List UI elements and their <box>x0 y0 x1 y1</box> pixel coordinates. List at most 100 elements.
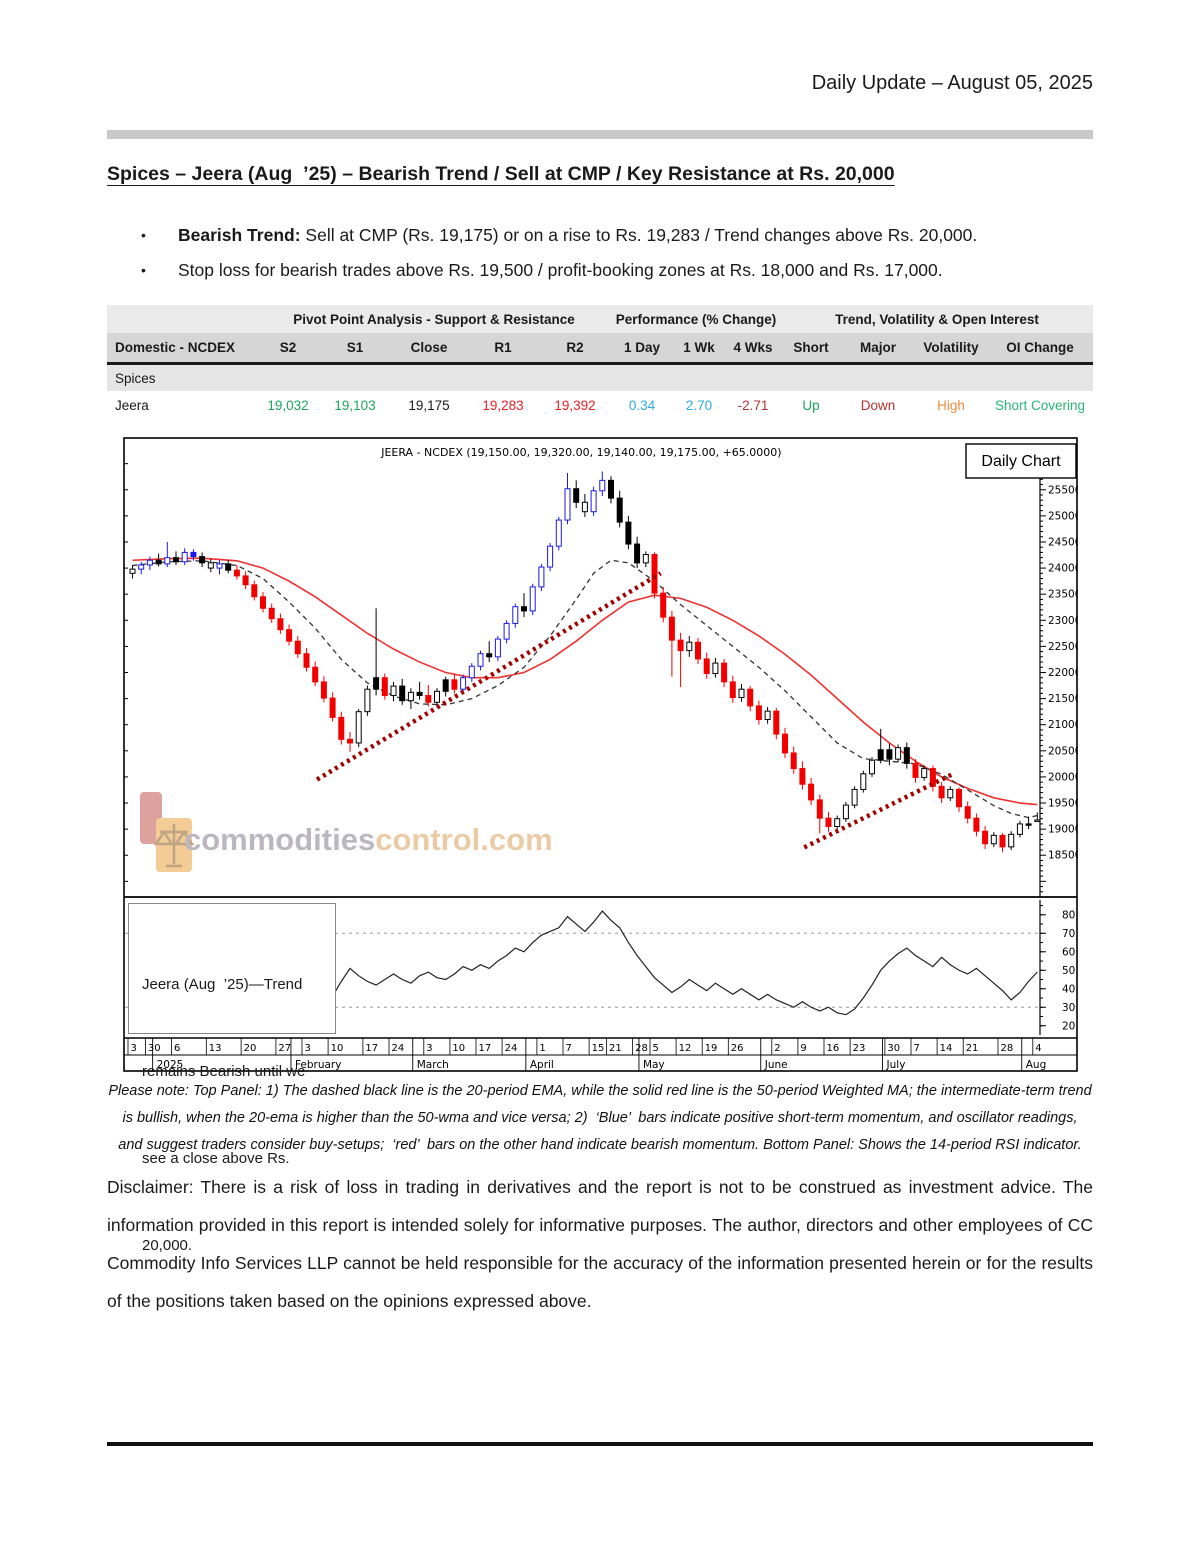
summary-bullets: • Bearish Trend: Sell at CMP (Rs. 19,175)… <box>107 218 1093 288</box>
svg-text:7: 7 <box>914 1043 920 1054</box>
svg-text:60: 60 <box>1062 946 1075 958</box>
svg-text:April: April <box>530 1059 554 1071</box>
group-header-spacer <box>107 305 257 333</box>
pivot-table: Pivot Point Analysis - Support & Resista… <box>107 305 1094 420</box>
bullet-item: • Bearish Trend: Sell at CMP (Rs. 19,175)… <box>107 218 1093 253</box>
col-header: Domestic - NCDEX <box>107 333 257 365</box>
cell-s1: 19,103 <box>319 391 391 420</box>
chart-footnote: Please note: Top Panel: 1) The dashed bl… <box>105 1078 1095 1159</box>
svg-text:15: 15 <box>592 1043 605 1054</box>
cell-close: 19,175 <box>391 391 467 420</box>
svg-text:40: 40 <box>1062 983 1075 995</box>
chart-annotation-box: Jeera (Aug ’25)—Trend remains Bearish un… <box>128 903 336 1254</box>
table-row: Jeera 19,032 19,103 19,175 19,283 19,392… <box>107 391 1094 420</box>
price-chart: 18500 19000 19500 20000 20500 21000 21500 22000… <box>123 437 1081 1072</box>
col-header: OI Change <box>987 333 1094 365</box>
svg-text:21: 21 <box>966 1043 979 1054</box>
bullet-lead: Bearish Trend: <box>178 225 301 245</box>
bullet-text: Sell at CMP (Rs. 19,175) or on a rise to… <box>300 225 978 245</box>
footer-rule <box>107 1442 1093 1446</box>
col-header: S2 <box>257 333 319 365</box>
svg-text:20: 20 <box>1062 1020 1075 1032</box>
svg-text:Aug: Aug <box>1026 1059 1047 1071</box>
svg-text:19500: 19500 <box>1048 798 1078 810</box>
svg-text:JEERA - NCDEX (19,150.00, 19,3: JEERA - NCDEX (19,150.00, 19,320.00, 19,… <box>380 446 781 459</box>
svg-text:24: 24 <box>505 1043 518 1054</box>
svg-text:70: 70 <box>1062 928 1075 940</box>
svg-text:10: 10 <box>452 1043 465 1054</box>
group-header-trend: Trend, Volatility & Open Interest <box>781 305 1094 333</box>
footnote-line: and suggest traders consider buy-setups;… <box>118 1137 1082 1153</box>
col-header: R2 <box>539 333 611 365</box>
svg-text:14: 14 <box>940 1043 953 1054</box>
svg-text:23500: 23500 <box>1048 589 1078 601</box>
candlestick-chart-svg: 18500 19000 19500 20000 20500 21000 21500 22000… <box>123 437 1081 1072</box>
svg-text:30: 30 <box>887 1043 900 1054</box>
annotation-line: 20,000. <box>142 1237 193 1254</box>
svg-text:7: 7 <box>566 1043 572 1054</box>
svg-text:24000: 24000 <box>1048 563 1078 575</box>
svg-text:July: July <box>886 1059 906 1071</box>
svg-text:17: 17 <box>365 1043 378 1054</box>
group-header-performance: Performance (% Change) <box>611 305 781 333</box>
svg-text:23: 23 <box>853 1043 866 1054</box>
svg-text:25000: 25000 <box>1048 510 1078 522</box>
col-header: 4 Wks <box>725 333 781 365</box>
bullet-icon: • <box>141 227 146 243</box>
cell-commodity: Jeera <box>107 391 257 420</box>
svg-text:4: 4 <box>1035 1043 1041 1054</box>
col-header: Volatility <box>915 333 987 365</box>
svg-text:19000: 19000 <box>1048 824 1078 836</box>
svg-text:10: 10 <box>331 1043 344 1054</box>
svg-text:6: 6 <box>174 1043 180 1054</box>
annotation-line: remains Bearish until we <box>142 1063 306 1080</box>
svg-text:21: 21 <box>609 1043 622 1054</box>
annotation-line: see a close above Rs. <box>142 1150 290 1167</box>
svg-text:13: 13 <box>209 1043 222 1054</box>
svg-text:20500: 20500 <box>1048 745 1078 757</box>
annotation-line: Jeera (Aug ’25)—Trend <box>142 976 303 993</box>
svg-text:9: 9 <box>800 1043 806 1054</box>
cell-major-trend: Down <box>841 391 915 420</box>
cell-s2: 19,032 <box>257 391 319 420</box>
svg-text:23000: 23000 <box>1048 615 1078 627</box>
svg-text:24500: 24500 <box>1048 536 1078 548</box>
col-header: S1 <box>319 333 391 365</box>
svg-text:21500: 21500 <box>1048 693 1078 705</box>
svg-text:2025: 2025 <box>157 1059 184 1071</box>
cell-1day: 0.34 <box>611 391 673 420</box>
col-header: R1 <box>467 333 539 365</box>
svg-text:20000: 20000 <box>1048 771 1078 783</box>
section-label: Spices <box>107 363 1094 391</box>
svg-text:3: 3 <box>305 1043 311 1054</box>
svg-text:20: 20 <box>244 1043 257 1054</box>
svg-text:1: 1 <box>539 1043 545 1054</box>
svg-text:2: 2 <box>774 1043 780 1054</box>
svg-text:3: 3 <box>426 1043 432 1054</box>
cell-volatility: High <box>915 391 987 420</box>
svg-text:28: 28 <box>1001 1043 1014 1054</box>
cell-1wk: 2.70 <box>673 391 725 420</box>
col-header: 1 Day <box>611 333 673 365</box>
svg-text:12: 12 <box>679 1043 692 1054</box>
svg-text:25500: 25500 <box>1048 484 1078 496</box>
col-header: 1 Wk <box>673 333 725 365</box>
svg-text:18500: 18500 <box>1048 850 1078 862</box>
col-header: Short <box>781 333 841 365</box>
header-date: Daily Update – August 05, 2025 <box>811 72 1093 94</box>
svg-text:19: 19 <box>705 1043 718 1054</box>
footnote-line: Please note: Top Panel: 1) The dashed bl… <box>108 1083 1092 1099</box>
svg-text:24: 24 <box>392 1043 405 1054</box>
svg-text:21000: 21000 <box>1048 719 1078 731</box>
svg-text:30: 30 <box>1062 1002 1075 1014</box>
bullet-text: Stop loss for bearish trades above Rs. 1… <box>178 260 943 280</box>
table-group-header-row: Pivot Point Analysis - Support & Resista… <box>107 305 1094 333</box>
svg-text:27: 27 <box>278 1043 291 1054</box>
group-header-pivot: Pivot Point Analysis - Support & Resista… <box>257 305 611 333</box>
table-header-row: Domestic - NCDEX S2 S1 Close R1 R2 1 Day… <box>107 333 1094 365</box>
svg-text:30: 30 <box>148 1043 161 1054</box>
svg-text:16: 16 <box>827 1043 840 1054</box>
bullet-icon: • <box>141 262 146 278</box>
header-divider <box>107 130 1093 139</box>
